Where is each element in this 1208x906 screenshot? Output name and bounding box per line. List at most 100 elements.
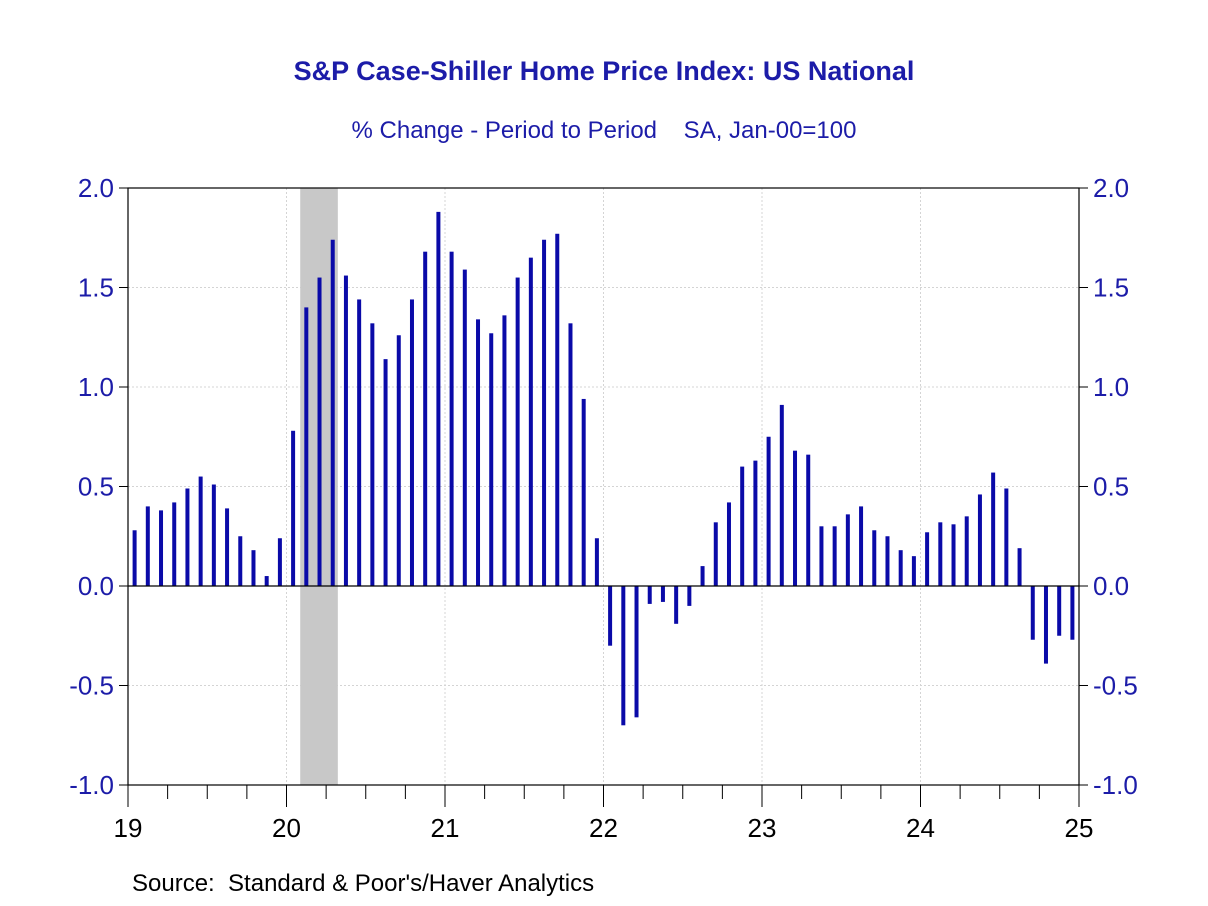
bar xyxy=(1057,586,1062,636)
bar xyxy=(277,538,282,586)
bar xyxy=(793,450,798,586)
y-tick-label-left: 1.5 xyxy=(78,273,114,303)
bar xyxy=(291,430,296,586)
bar xyxy=(396,335,401,586)
bar xyxy=(621,586,626,726)
bar xyxy=(713,522,718,586)
bar xyxy=(476,319,481,586)
axes xyxy=(119,187,1088,807)
bar xyxy=(594,538,599,586)
bar xyxy=(542,239,547,587)
y-tick-label-right: 1.0 xyxy=(1093,372,1129,402)
bar xyxy=(845,514,850,586)
bar xyxy=(555,233,560,586)
bar xyxy=(449,251,454,586)
bar xyxy=(674,586,679,624)
bar xyxy=(819,526,824,586)
tick-labels: 2.0 2.0 1.5 1.5 1.0 1.0 0.5 0.5 0.0 0.0 -0.5 -0.5 -1… xyxy=(69,173,1138,843)
bar xyxy=(991,472,996,586)
bar xyxy=(951,524,956,586)
y-tick-label-left: -1.0 xyxy=(69,770,114,800)
bar xyxy=(145,506,150,586)
bar xyxy=(687,586,692,606)
bar xyxy=(132,530,137,586)
bar xyxy=(568,323,573,586)
bar xyxy=(330,239,335,587)
bar xyxy=(528,257,533,586)
grid-lines xyxy=(128,188,1079,785)
bar xyxy=(766,436,771,586)
bar xyxy=(211,484,216,586)
bar xyxy=(370,323,375,586)
y-tick-label-left: 2.0 xyxy=(78,173,114,203)
y-tick-label-right: 1.5 xyxy=(1093,273,1129,303)
bar xyxy=(238,536,243,586)
bar xyxy=(343,275,348,586)
y-tick-label-right: 2.0 xyxy=(1093,173,1129,203)
bar xyxy=(581,398,586,586)
y-tick-label-right: -1.0 xyxy=(1093,770,1138,800)
bar xyxy=(1030,586,1035,640)
bar xyxy=(1004,488,1009,586)
bar xyxy=(634,586,639,718)
bar xyxy=(251,550,256,586)
chart-title: S&P Case-Shiller Home Price Index: US Na… xyxy=(293,56,915,86)
bar xyxy=(779,404,784,586)
bar xyxy=(1017,548,1022,586)
bars xyxy=(132,211,1075,726)
y-tick-label-right: 0.5 xyxy=(1093,472,1129,502)
bar xyxy=(911,556,916,586)
bar xyxy=(383,359,388,586)
chart-subtitle: % Change - Period to Period SA, Jan-00=1… xyxy=(351,117,857,144)
bar xyxy=(925,532,930,586)
x-tick-label: 22 xyxy=(589,813,618,843)
bar xyxy=(885,536,890,586)
bar xyxy=(502,315,507,586)
bar xyxy=(977,494,982,586)
bar xyxy=(357,299,362,586)
bar xyxy=(1070,586,1075,640)
bar xyxy=(872,530,877,586)
x-tick-label: 24 xyxy=(906,813,935,843)
y-tick-label-left: 1.0 xyxy=(78,372,114,402)
bar xyxy=(964,516,969,586)
x-tick-label: 21 xyxy=(431,813,460,843)
bar xyxy=(198,476,203,586)
x-tick-label: 20 xyxy=(272,813,301,843)
x-tick-label: 19 xyxy=(114,813,143,843)
bar xyxy=(172,502,177,586)
bar xyxy=(304,307,309,586)
bar xyxy=(898,550,903,586)
bar xyxy=(515,277,520,586)
bar xyxy=(660,586,665,602)
bar xyxy=(832,526,837,586)
y-tick-label-left: 0.0 xyxy=(78,571,114,601)
y-tick-label-left: 0.5 xyxy=(78,472,114,502)
bar xyxy=(938,522,943,586)
x-tick-label: 25 xyxy=(1065,813,1094,843)
bar xyxy=(1043,586,1048,664)
bar xyxy=(608,586,613,646)
x-tick-label: 23 xyxy=(748,813,777,843)
bar xyxy=(740,466,745,586)
bar xyxy=(423,251,428,586)
bar xyxy=(225,508,230,586)
y-tick-label-left: -0.5 xyxy=(69,671,114,701)
bar xyxy=(753,460,758,586)
bar xyxy=(462,269,467,586)
bar xyxy=(264,576,269,586)
source-note: Source: Standard & Poor's/Haver Analytic… xyxy=(132,870,595,897)
bar xyxy=(726,502,731,586)
bar xyxy=(436,211,441,586)
bar xyxy=(159,510,164,586)
bar xyxy=(647,586,652,604)
y-tick-label-right: 0.0 xyxy=(1093,571,1129,601)
bar xyxy=(409,299,414,586)
y-tick-label-right: -0.5 xyxy=(1093,671,1138,701)
bar xyxy=(317,277,322,586)
bar xyxy=(806,454,811,586)
bar xyxy=(489,333,494,586)
bar xyxy=(859,506,864,586)
bar xyxy=(700,566,705,586)
